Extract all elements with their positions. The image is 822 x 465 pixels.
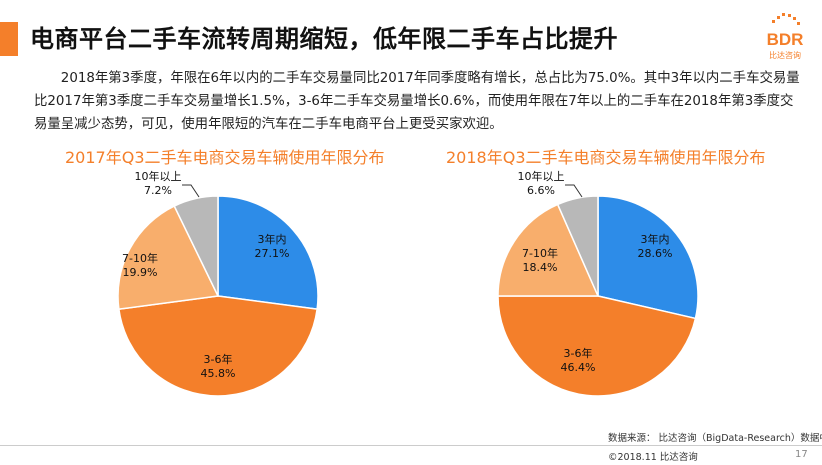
page-number: 17 — [795, 449, 808, 460]
logo-text: BDR — [767, 30, 804, 49]
pie-slice-2018-2 — [497, 203, 600, 297]
chart-title-2018: 2018年Q3二手车电商交易车辆使用年限分布 — [446, 148, 766, 167]
slice-label-2017-0: 3年内 — [258, 232, 287, 246]
footer-divider — [0, 445, 822, 446]
pie-slice-2018-1 — [497, 295, 697, 397]
logo-dot — [797, 22, 800, 25]
copyright: ©2018.11 比达咨询 — [608, 452, 698, 463]
pie-slice-2018-0 — [597, 195, 699, 320]
slice-value-2017-0: 27.1% — [255, 247, 290, 260]
pie-slice-2017-0 — [217, 195, 319, 311]
slice-value-2018-1: 46.4% — [561, 361, 596, 374]
chart-title-2017: 2017年Q3二手车电商交易车辆使用年限分布 — [65, 148, 385, 167]
page-title: 电商平台二手车流转周期缩短，低年限二手车占比提升 — [30, 25, 618, 53]
intro-paragraph: 2018年第3季度，年限在6年以内的二手车交易量同比2017年同季度略有增长，总… — [34, 71, 800, 132]
bdr-logo: BDR 比达咨询 — [767, 13, 804, 60]
slice-label-2018-3: 10年以上 — [518, 169, 565, 183]
leader-line-2017 — [182, 184, 200, 198]
logo-dot — [777, 16, 780, 19]
logo-dot — [793, 17, 796, 20]
pie-slice-2017-3 — [173, 195, 219, 297]
logo-dot — [772, 20, 775, 23]
slice-label-2017-2: 7-10年 — [122, 251, 158, 265]
slice-value-2018-0: 28.6% — [638, 247, 673, 260]
slice-value-2018-3: 6.6% — [527, 184, 555, 197]
slice-label-2018-1: 3-6年 — [564, 346, 593, 360]
pie-slice-2017-1 — [118, 295, 318, 397]
logo-dot — [788, 14, 791, 17]
data-source: 数据来源： 比达咨询（BigData-Research）数据中心 — [608, 433, 822, 444]
logo-dot — [782, 13, 785, 16]
logo-subtext: 比达咨询 — [769, 50, 801, 60]
slice-value-2017-2: 19.9% — [123, 266, 158, 279]
title-accent-bar — [0, 22, 18, 56]
slice-value-2017-1: 45.8% — [201, 367, 236, 380]
pie-slice-2018-3 — [556, 195, 599, 297]
slice-value-2017-3: 7.2% — [144, 184, 172, 197]
leader-line-2018 — [565, 184, 583, 198]
slice-label-2018-0: 3年内 — [641, 232, 670, 246]
pie-slice-2017-2 — [117, 205, 220, 311]
slice-value-2018-2: 18.4% — [523, 261, 558, 274]
slice-label-2018-2: 7-10年 — [522, 246, 558, 260]
slice-label-2017-1: 3-6年 — [204, 352, 233, 366]
slice-label-2017-3: 10年以上 — [135, 169, 182, 183]
